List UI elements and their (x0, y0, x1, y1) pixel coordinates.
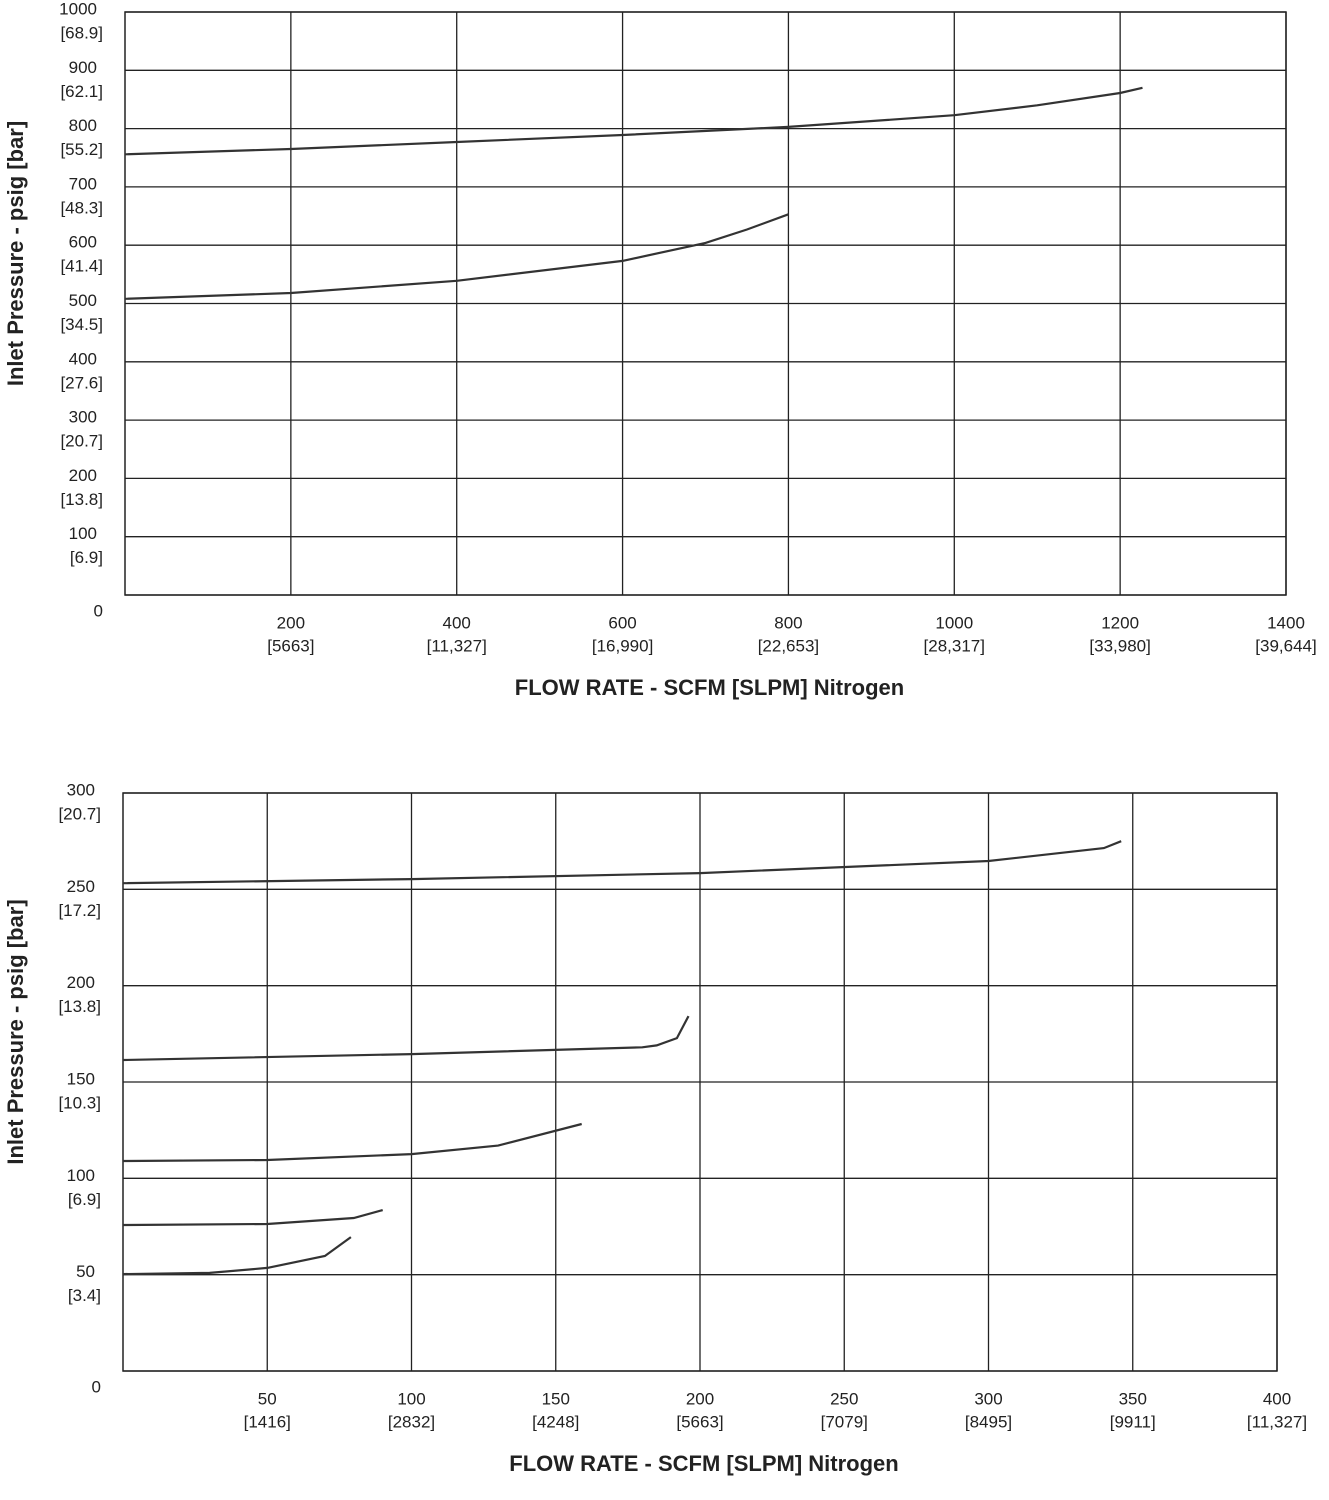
x-tick-label: 50 (258, 1389, 277, 1408)
x-tick-label: 250 (830, 1389, 858, 1408)
x-tick-label: [4248] (532, 1412, 579, 1431)
y-tick-label: [3.4] (68, 1286, 101, 1305)
y-tick-label: [10.3] (58, 1093, 101, 1112)
y-tick-label: 1000 (59, 0, 97, 18)
curve (124, 213, 789, 300)
y-tick-label: [48.3] (60, 198, 103, 217)
x-tick-label: 200 (277, 613, 305, 632)
y-tick-label: 800 (69, 116, 97, 135)
y-tick-label: 900 (69, 58, 97, 77)
y-tick-label: [41.4] (60, 257, 103, 276)
x-tick-label: 1200 (1101, 613, 1139, 632)
x-tick-label: 350 (1119, 1389, 1147, 1408)
x-tick-label: 100 (397, 1389, 425, 1408)
curve (122, 1209, 383, 1227)
x-tick-label: [11,327] (1247, 1412, 1307, 1431)
y-tick-label: 300 (69, 408, 97, 427)
x-tick-label: [28,317] (924, 636, 985, 655)
y-axis-title: Inlet Pressure - psig [bar] (3, 121, 28, 386)
x-axis-title: FLOW RATE - SCFM [SLPM] Nitrogen (509, 1451, 898, 1476)
y-tick-label: 200 (67, 973, 95, 992)
x-tick-label: [39,644] (1255, 636, 1316, 655)
x-tick-label: 800 (774, 613, 802, 632)
y-tick-label: [55.2] (60, 140, 103, 159)
x-tick-label: [22,653] (758, 636, 819, 655)
y-tick-label: [27.6] (60, 373, 103, 392)
x-axis-title: FLOW RATE - SCFM [SLPM] Nitrogen (515, 675, 904, 700)
x-tick-label: 400 (443, 613, 471, 632)
y-tick-label: 150 (67, 1069, 95, 1088)
y-tick-label: 700 (69, 174, 97, 193)
y-tick-label: 400 (69, 349, 97, 368)
y-tick-label: [6.9] (70, 548, 103, 567)
x-tick-label: [7079] (821, 1412, 868, 1431)
curve (122, 1122, 582, 1163)
x-tick-label: [5663] (676, 1412, 723, 1431)
y-axis-title: Inlet Pressure - psig [bar] (3, 899, 28, 1164)
curve (122, 1236, 352, 1276)
y-tick-label: 100 (69, 524, 97, 543)
y-tick-label: 250 (67, 877, 95, 896)
x-tick-label: [2832] (388, 1412, 435, 1431)
y-tick-label: [34.5] (60, 315, 103, 334)
y-tick-label: 200 (69, 466, 97, 485)
x-tick-label: 150 (542, 1389, 570, 1408)
x-tick-label: 200 (686, 1389, 714, 1408)
x-tick-label: 600 (608, 613, 636, 632)
plot-frame (122, 792, 1278, 1372)
y-tick-label: [20.7] (60, 432, 103, 451)
y-tick-label: 100 (67, 1166, 95, 1185)
x-tick-label: 300 (974, 1389, 1002, 1408)
x-tick-label: 1000 (935, 613, 973, 632)
y-tick-label: 300 (67, 780, 95, 799)
y-tick-label: [68.9] (60, 23, 103, 42)
y-tick-label: [13.8] (60, 490, 103, 509)
x-tick-label: [33,980] (1089, 636, 1150, 655)
curve (122, 840, 1122, 885)
y-tick-label: [17.2] (58, 901, 101, 920)
x-tick-label: 400 (1263, 1389, 1291, 1408)
x-tick-label: [8495] (965, 1412, 1012, 1431)
y-tick-label: [20.7] (58, 804, 101, 823)
curve (122, 1015, 690, 1062)
x-tick-label: [5663] (267, 636, 314, 655)
plot-frame (124, 11, 1287, 596)
curve (124, 86, 1143, 156)
x-tick-label: [11,327] (427, 636, 487, 655)
y-tick-label: 0 (94, 601, 103, 620)
y-tick-label: 500 (69, 291, 97, 310)
x-tick-label: 1400 (1267, 613, 1305, 632)
y-tick-label: 50 (76, 1262, 95, 1281)
y-tick-label: 0 (92, 1377, 101, 1396)
x-tick-label: [1416] (244, 1412, 291, 1431)
y-tick-label: [6.9] (68, 1190, 101, 1209)
x-tick-label: [9911] (1110, 1412, 1156, 1431)
y-tick-label: [13.8] (58, 997, 101, 1016)
y-tick-label: [62.1] (60, 82, 103, 101)
y-tick-label: 600 (69, 233, 97, 252)
x-tick-label: [16,990] (592, 636, 653, 655)
